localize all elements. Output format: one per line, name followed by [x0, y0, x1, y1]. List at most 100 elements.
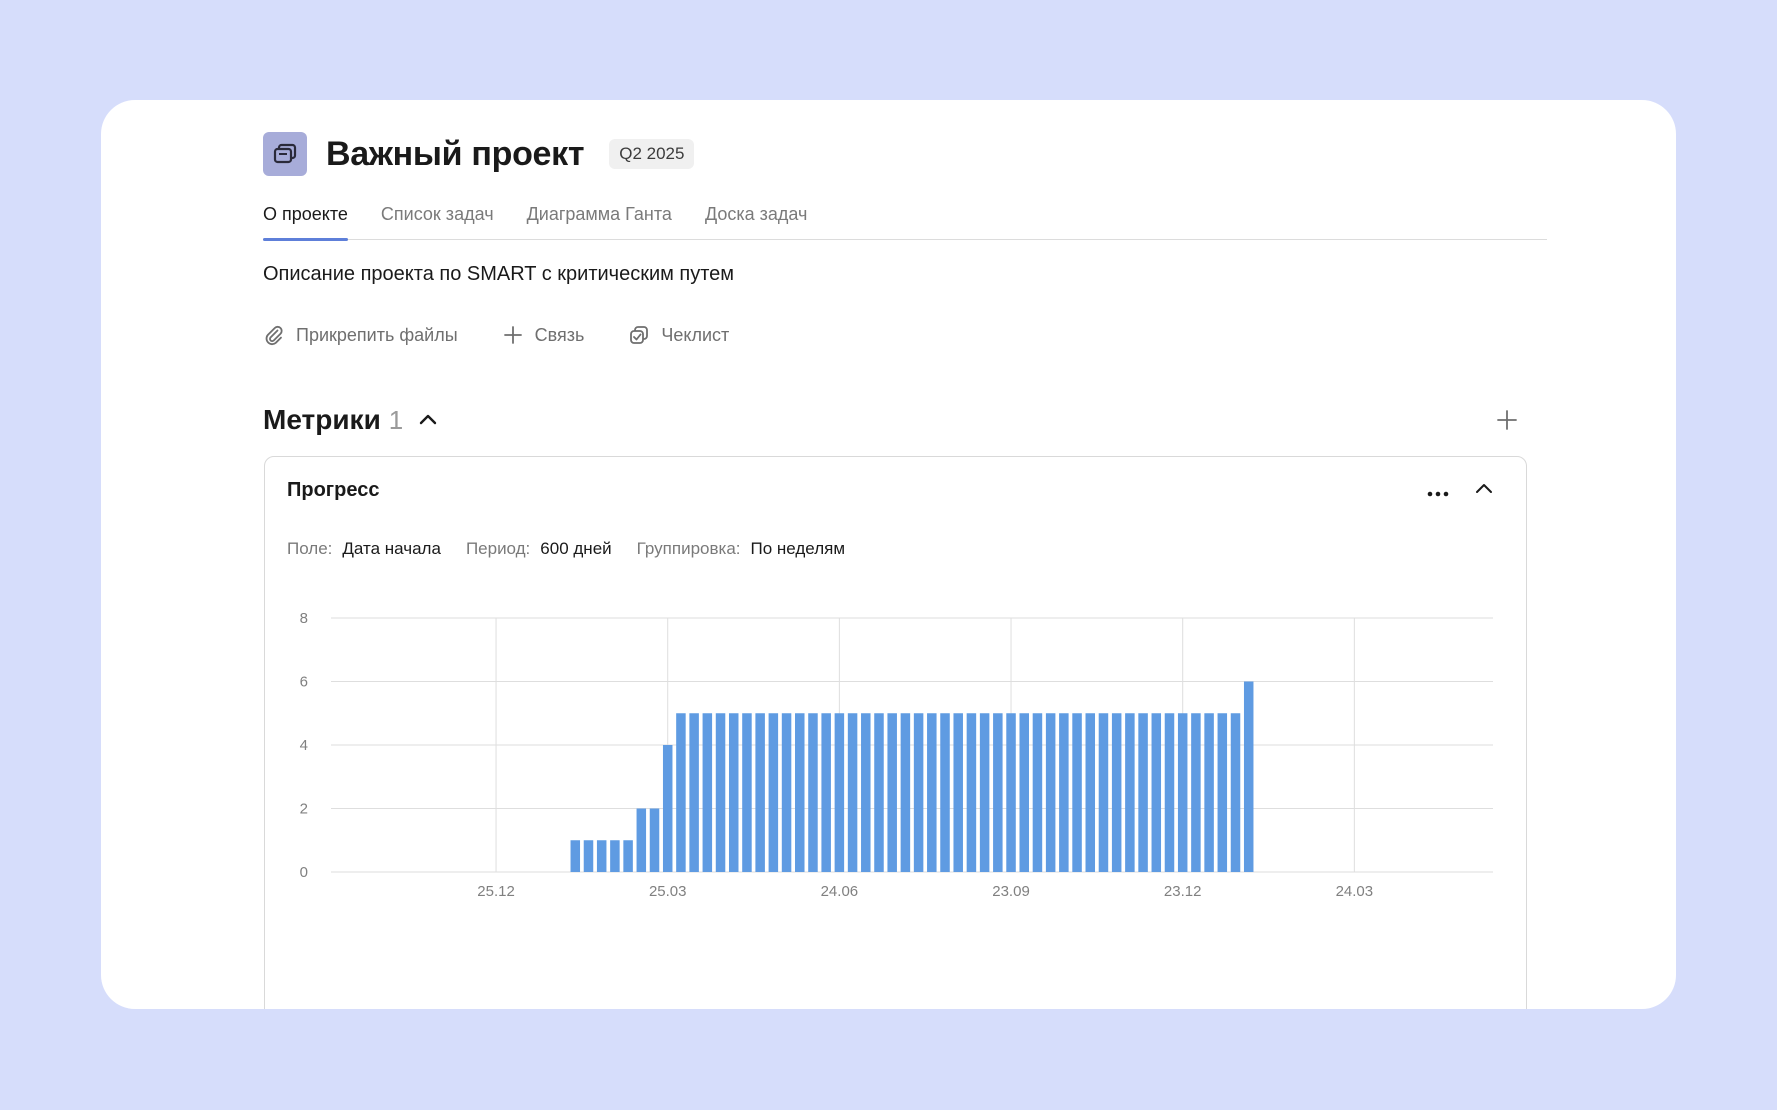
project-description[interactable]: Описание проекта по SMART с критическим … [263, 263, 735, 285]
filter-period-value: 600 дней [540, 539, 612, 558]
chevron-up-icon [420, 414, 437, 425]
bar[interactable] [1019, 713, 1029, 872]
y-tick-label: 0 [300, 864, 308, 881]
checklist-icon [630, 326, 649, 344]
filter-field-value: Дата начала [342, 539, 441, 558]
bar[interactable] [649, 808, 660, 873]
bar[interactable] [702, 713, 713, 872]
y-tick-label: 4 [300, 737, 308, 754]
filter-field[interactable]: Поле: Дата начала [287, 539, 441, 559]
checklist-button[interactable]: Чеклист [628, 324, 729, 346]
bar[interactable] [662, 745, 673, 872]
link-label: Связь [534, 324, 585, 345]
bar[interactable] [728, 713, 739, 872]
bar[interactable] [1151, 713, 1162, 872]
bar[interactable] [1006, 713, 1016, 872]
bar[interactable] [1177, 713, 1188, 872]
bar[interactable] [583, 840, 594, 872]
project-content: Важный проект Q2 2025 О проекте Список з… [263, 100, 1549, 1009]
bar[interactable] [993, 713, 1003, 872]
more-dots-icon [1427, 491, 1449, 497]
bar[interactable] [1138, 713, 1148, 872]
bar[interactable] [768, 713, 779, 872]
bar[interactable] [610, 840, 620, 872]
more-options-button[interactable] [1427, 485, 1449, 503]
filter-grouping-label: Группировка: [636, 539, 741, 558]
bar[interactable] [1059, 713, 1069, 872]
bar[interactable] [1217, 713, 1228, 872]
bar[interactable] [887, 713, 897, 872]
bar[interactable] [570, 840, 581, 872]
bar[interactable] [861, 713, 871, 872]
bar[interactable] [1243, 681, 1254, 873]
bar[interactable] [1072, 713, 1082, 872]
bar[interactable] [979, 713, 990, 872]
bar[interactable] [1204, 713, 1214, 872]
tab-task-list[interactable]: Список задач [380, 204, 494, 224]
filter-period[interactable]: Период: 600 дней [466, 539, 612, 559]
attach-files-label: Прикрепить файлы [296, 324, 458, 345]
bar[interactable] [1032, 713, 1043, 872]
folder-stack-icon [263, 132, 307, 176]
tab-about[interactable]: О проекте [263, 202, 348, 241]
bar[interactable] [953, 713, 963, 872]
bar[interactable] [1098, 713, 1109, 872]
page-title: Важный проект [326, 134, 585, 173]
bar[interactable] [596, 840, 607, 872]
checklist-label: Чеклист [661, 324, 730, 345]
bar[interactable] [900, 713, 911, 872]
paperclip-icon [265, 325, 283, 346]
bar[interactable] [821, 713, 831, 872]
bar[interactable] [689, 713, 699, 872]
x-tick-label: 23.09 [992, 883, 1030, 900]
bar[interactable] [636, 808, 647, 873]
project-card: Важный проект Q2 2025 О проекте Список з… [101, 100, 1676, 1009]
bar[interactable] [1230, 713, 1241, 872]
x-tick-label: 25.03 [649, 883, 687, 900]
bar[interactable] [795, 713, 805, 872]
bar[interactable] [676, 713, 686, 872]
bar[interactable] [1164, 713, 1175, 872]
attach-files-button[interactable]: Прикрепить файлы [263, 324, 458, 346]
y-tick-label: 6 [300, 674, 308, 691]
bar[interactable] [927, 713, 937, 872]
bar[interactable] [1085, 713, 1096, 872]
bar[interactable] [966, 713, 977, 872]
add-metric-button[interactable] [1495, 408, 1519, 437]
metric-card-title: Прогресс [287, 479, 380, 501]
bar[interactable] [781, 713, 792, 872]
chevron-up-icon [1476, 484, 1492, 493]
metrics-title: Метрики [263, 404, 381, 435]
progress-chart: 0 2 4 6 8 25.12 25.03 24.06 23.09 23.12 24.03 [300, 610, 1493, 900]
y-tick-label: 2 [300, 801, 308, 818]
filter-field-label: Поле: [287, 539, 333, 558]
bar[interactable] [834, 713, 845, 872]
metric-collapse-button[interactable] [1474, 479, 1494, 504]
metrics-collapse-button[interactable] [417, 409, 439, 431]
link-button[interactable]: Связь [502, 324, 585, 346]
metric-card-progress: Прогресс Поле: Дата начала Период: 600 [264, 456, 1527, 1009]
bar[interactable] [742, 713, 752, 872]
filter-grouping-value: По неделям [750, 539, 846, 558]
x-tick-label: 23.12 [1164, 883, 1202, 900]
filter-period-label: Период: [465, 539, 531, 558]
bar[interactable] [1191, 713, 1201, 872]
bar[interactable] [847, 713, 858, 872]
bar[interactable] [874, 713, 884, 872]
bar[interactable] [715, 713, 726, 872]
bar[interactable] [913, 713, 924, 872]
bar[interactable] [1125, 713, 1135, 872]
bar[interactable] [623, 840, 633, 872]
tab-task-board[interactable]: Доска задач [704, 204, 808, 224]
y-tick-label: 8 [300, 610, 308, 627]
bar[interactable] [1111, 713, 1122, 872]
x-tick-label: 25.12 [477, 883, 515, 900]
bar[interactable] [755, 713, 765, 872]
tab-gantt[interactable]: Диаграмма Ганта [526, 204, 672, 224]
bar[interactable] [940, 713, 950, 872]
bar[interactable] [808, 713, 818, 872]
quarter-badge: Q2 2025 [609, 139, 695, 169]
bar[interactable] [1045, 713, 1056, 872]
metric-filters: Поле: Дата начала Период: 600 дней Группир… [287, 539, 870, 559]
filter-grouping[interactable]: Группировка: По неделям [637, 539, 845, 559]
